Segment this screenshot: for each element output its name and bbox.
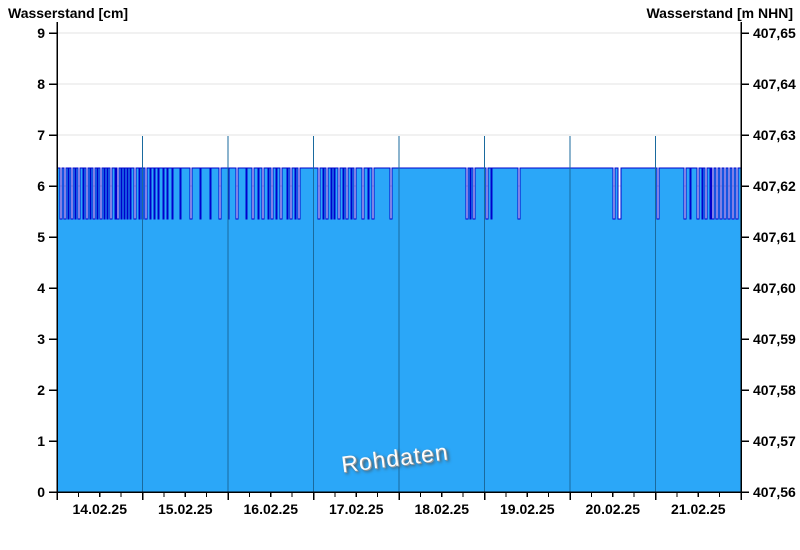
left-tick-label: 4 — [37, 280, 45, 296]
x-day-label: 17.02.25 — [329, 501, 384, 517]
left-tick-label: 3 — [37, 331, 45, 347]
x-day-label: 18.02.25 — [415, 501, 470, 517]
right-tick-label: 407,59 — [753, 331, 796, 347]
right-tick-label: 407,63 — [753, 127, 796, 143]
right-tick-label: 407,60 — [753, 280, 796, 296]
left-tick-label: 6 — [37, 178, 45, 194]
right-tick-label: 407,56 — [753, 484, 796, 500]
left-tick-label: 1 — [37, 433, 45, 449]
left-tick-label: 9 — [37, 25, 45, 41]
right-tick-label: 407,58 — [753, 382, 796, 398]
left-tick-label: 7 — [37, 127, 45, 143]
right-axis-title: Wasserstand [m NHN] — [646, 5, 793, 21]
x-day-label: 19.02.25 — [500, 501, 555, 517]
left-tick-label: 0 — [37, 484, 45, 500]
x-day-label: 15.02.25 — [158, 501, 213, 517]
x-day-label: 14.02.25 — [73, 501, 128, 517]
x-day-label: 16.02.25 — [244, 501, 299, 517]
left-tick-label: 2 — [37, 382, 45, 398]
x-day-label: 21.02.25 — [671, 501, 726, 517]
right-tick-label: 407,65 — [753, 25, 796, 41]
left-tick-label: 5 — [37, 229, 45, 245]
series-step-line — [57, 167, 741, 220]
right-tick-label: 407,62 — [753, 178, 796, 194]
left-axis-title: Wasserstand [cm] — [8, 5, 129, 21]
right-tick-label: 407,61 — [753, 229, 796, 245]
x-day-label: 20.02.25 — [586, 501, 641, 517]
left-tick-label: 8 — [37, 76, 45, 92]
right-tick-label: 407,64 — [753, 76, 796, 92]
right-tick-label: 407,57 — [753, 433, 796, 449]
